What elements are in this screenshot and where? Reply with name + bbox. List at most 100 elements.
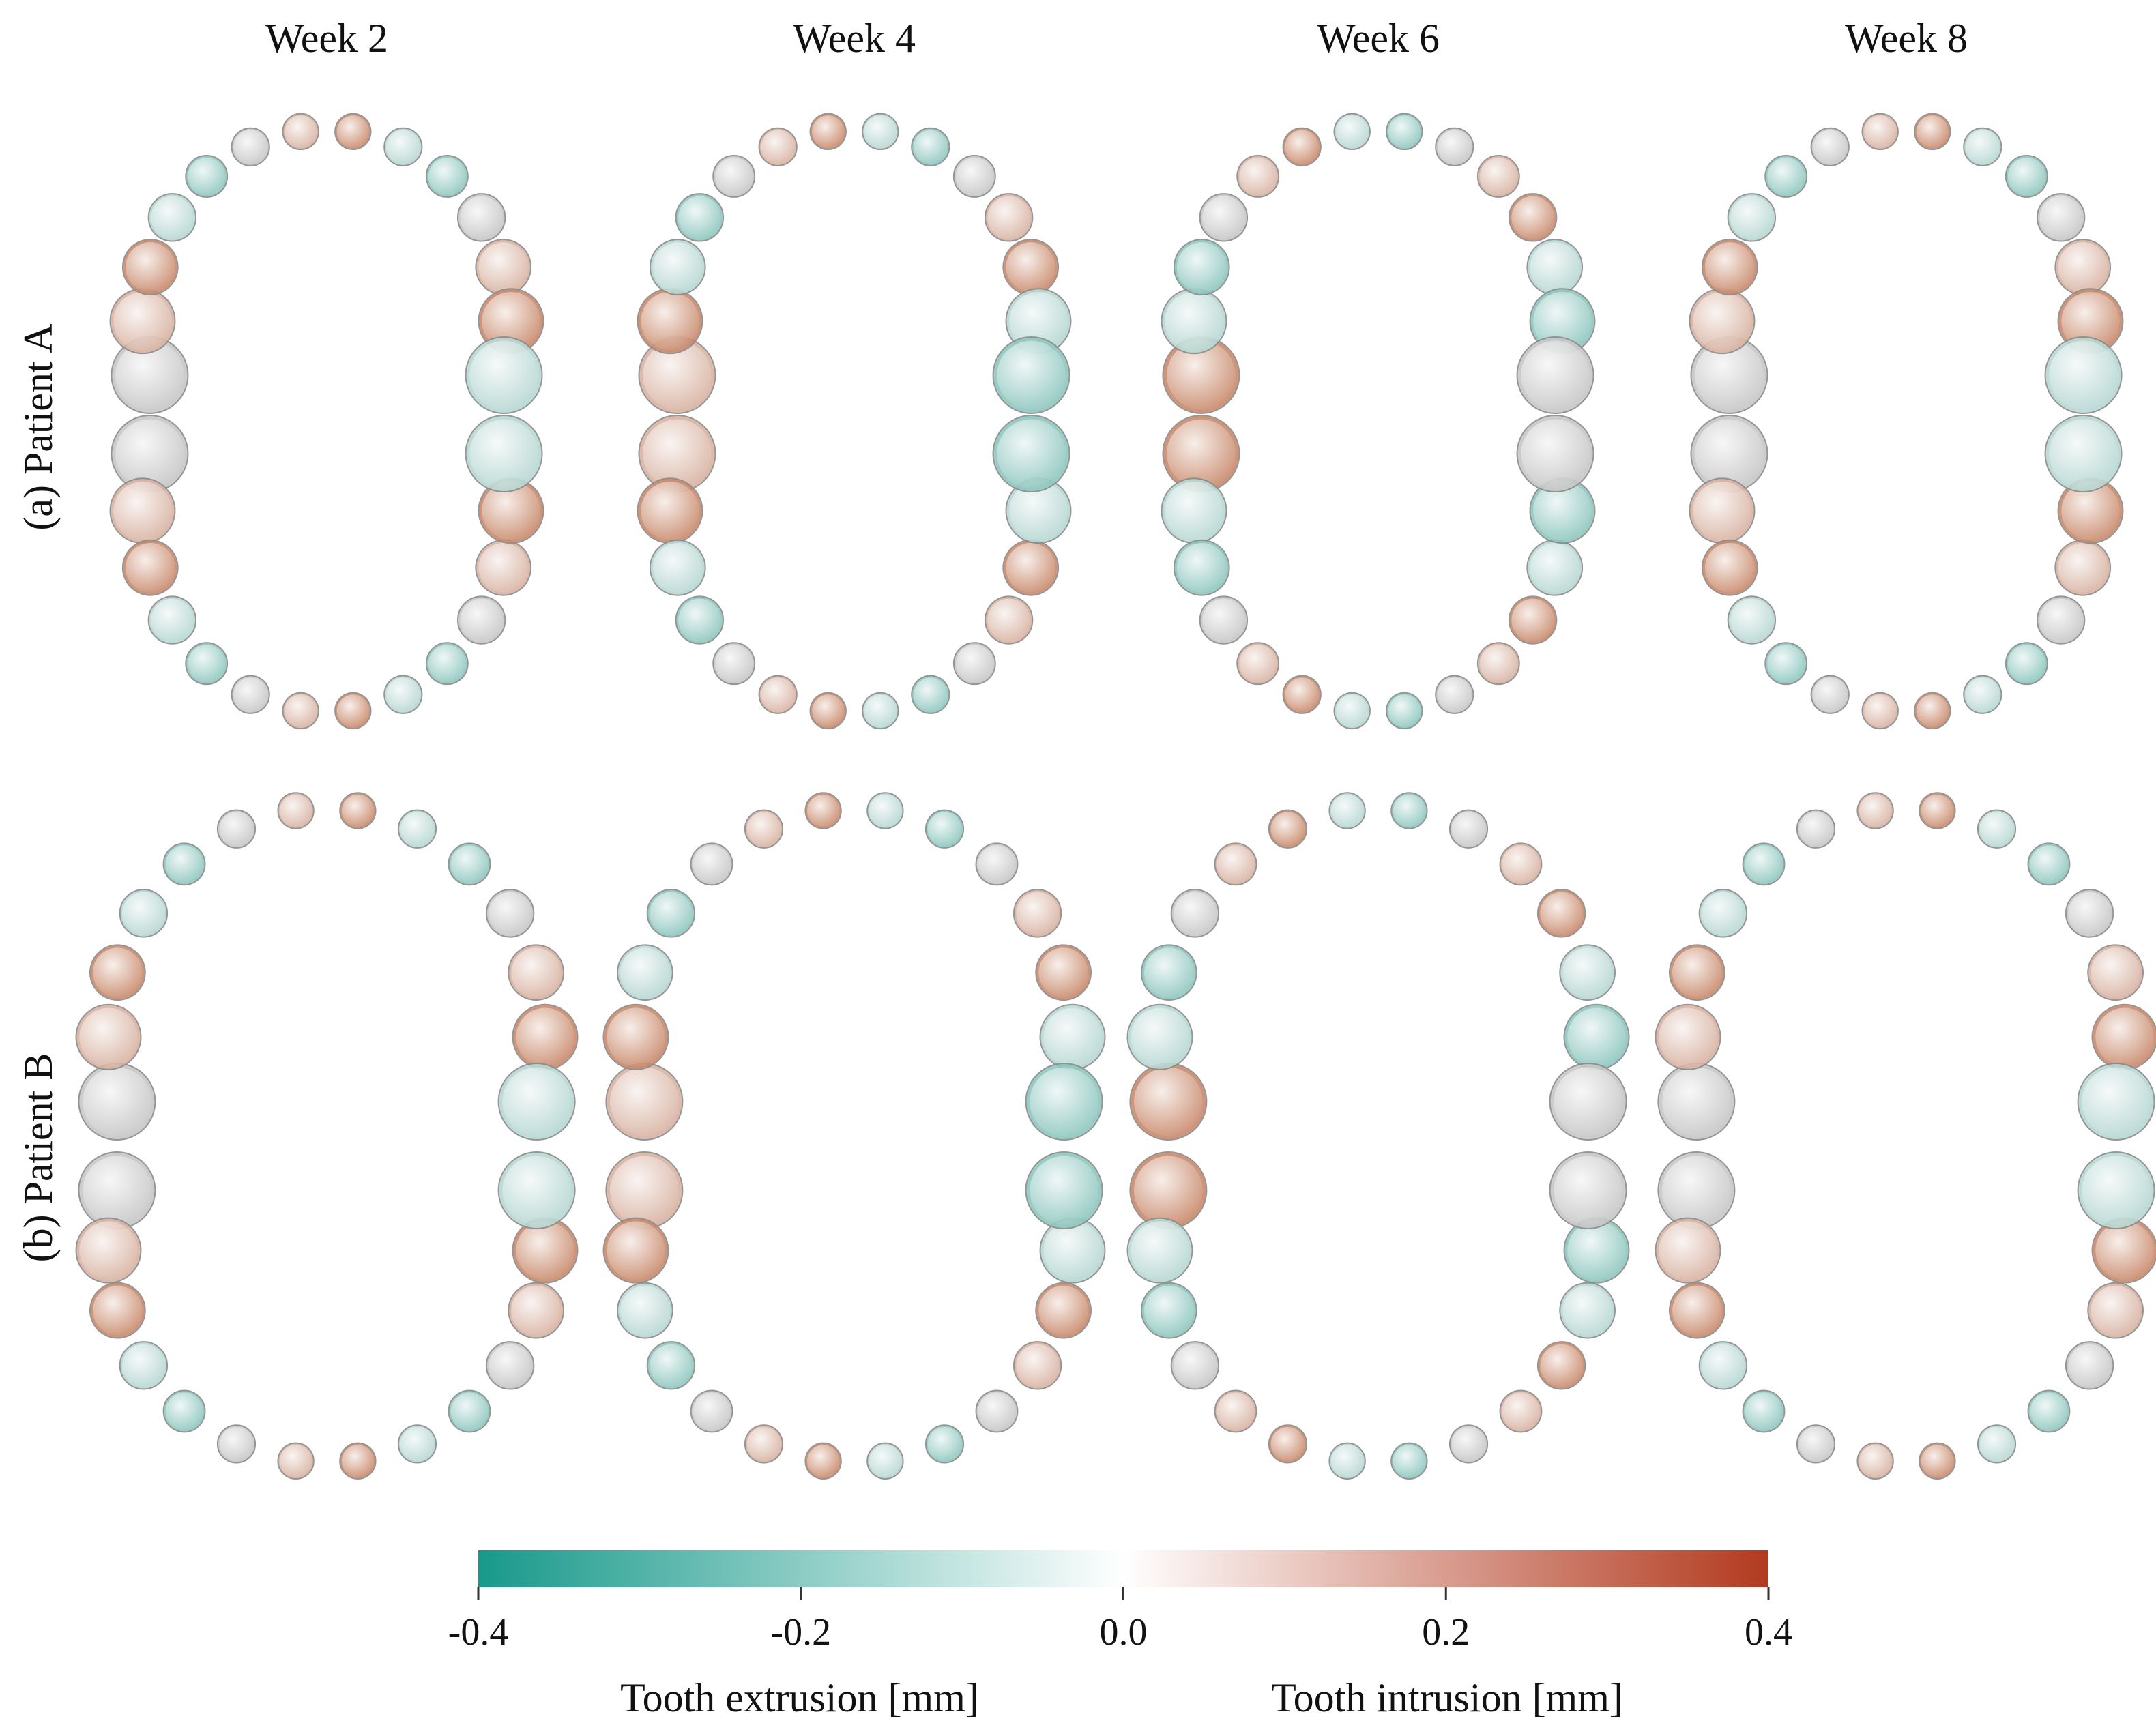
tooth-highlight — [609, 1067, 679, 1136]
tooth-highlight — [812, 115, 845, 148]
tooth-highlight — [285, 694, 317, 727]
tooth-highlight — [1979, 1427, 2014, 1461]
tooth-highlight — [2039, 196, 2082, 239]
tooth-highlight — [1331, 1445, 1364, 1477]
tooth-highlight — [450, 1392, 489, 1430]
tooth-highlight — [1864, 694, 1897, 727]
tooth-highlight — [1285, 130, 1320, 164]
tooth-highlight — [955, 645, 993, 683]
tooth-highlight — [1165, 291, 1223, 351]
tooth-highlight — [1704, 242, 1755, 292]
tooth-highlight — [1144, 1285, 1194, 1336]
tooth-highlight — [400, 1427, 435, 1461]
tooth-highlight — [652, 242, 703, 292]
tooth-highlight — [1393, 794, 1425, 827]
tooth-highlight — [79, 1221, 138, 1280]
tooth-highlight — [482, 481, 540, 540]
dental-arch — [637, 415, 1072, 730]
tooth-highlight — [927, 1427, 962, 1461]
tooth-highlight — [641, 481, 699, 540]
tooth-highlight — [1562, 1285, 1612, 1336]
tooth-highlight — [82, 1156, 151, 1225]
colorbar: -0.4 -0.2 0.0 0.2 0.4 Tooth extrusion [mm] Too… — [448, 1550, 1792, 1720]
tooth-highlight — [188, 158, 226, 195]
tick-label: 0.2 — [1422, 1611, 1470, 1653]
tooth-highlight — [2049, 419, 2118, 488]
dental-arch — [602, 1151, 1106, 1480]
tooth-highlight — [1437, 677, 1472, 712]
tooth-highlight — [489, 1344, 531, 1387]
tooth-highlight — [516, 1007, 574, 1067]
tooth-highlight — [1336, 115, 1369, 148]
tooth-highlight — [1965, 677, 2000, 712]
tooth-highlight — [1562, 947, 1612, 998]
dental-arch — [1655, 792, 2156, 1141]
tooth-highlight — [1567, 1221, 1626, 1280]
tooth-highlight — [2030, 845, 2068, 883]
column-header: Week 6 — [1317, 16, 1440, 61]
tooth-highlight — [1133, 1156, 1203, 1225]
tooth-highlight — [812, 694, 845, 727]
tooth-highlight — [678, 598, 721, 642]
tooth-highlight — [1502, 1392, 1540, 1430]
tooth-highlight — [1659, 1007, 1717, 1067]
tooth-highlight — [1038, 1285, 1088, 1336]
tooth-highlight — [188, 645, 226, 683]
tooth-highlight — [1511, 196, 1554, 239]
tooth-highlight — [2068, 892, 2111, 935]
tooth-highlight — [450, 845, 489, 883]
tooth-highlight — [607, 1221, 665, 1280]
tooth-highlight — [1916, 115, 1949, 148]
tooth-highlight — [79, 1007, 138, 1067]
tooth-highlight — [1745, 845, 1783, 883]
dental-arch — [1161, 113, 1596, 414]
dental-arch — [637, 113, 1072, 414]
tooth-highlight — [913, 130, 948, 164]
tooth-highlight — [1659, 1221, 1717, 1280]
tooth-highlight — [113, 291, 172, 351]
tooth-highlight — [1174, 892, 1217, 935]
tooth-highlight — [1336, 694, 1369, 727]
dental-arch — [75, 1151, 579, 1480]
dental-arch — [1655, 1151, 2156, 1480]
tooth-highlight — [1388, 694, 1421, 727]
tooth-highlight — [1540, 1344, 1583, 1387]
tooth-highlight — [678, 196, 721, 239]
tooth-highlight — [1859, 1445, 1892, 1477]
tooth-highlight — [1767, 645, 1805, 683]
tooth-highlight — [807, 1445, 840, 1477]
tooth-highlight — [641, 291, 699, 351]
tooth-highlight — [2082, 1156, 2151, 1225]
dental-arch — [109, 113, 544, 414]
column-header: Week 2 — [265, 16, 388, 61]
tooth-highlight — [125, 542, 175, 593]
tooth-highlight — [482, 291, 540, 351]
tooth-highlight — [987, 598, 1030, 642]
tooth-highlight — [1043, 1221, 1102, 1280]
tooth-highlight — [1702, 892, 1745, 935]
tooth-highlight — [927, 812, 962, 847]
tooth-highlight — [1813, 130, 1848, 164]
tooth-highlight — [1144, 947, 1194, 998]
tooth-highlight — [1016, 892, 1059, 935]
tooth-highlight — [469, 419, 538, 488]
tooth-highlight — [1521, 419, 1590, 488]
tooth-highlight — [1530, 242, 1580, 292]
tooth-highlight — [869, 794, 901, 827]
tooth-highlight — [511, 1285, 561, 1336]
tooth-highlight — [113, 481, 172, 540]
tooth-highlight — [93, 1285, 143, 1336]
tooth-highlight — [1131, 1007, 1189, 1067]
tooth-highlight — [1661, 1067, 1731, 1136]
tooth-highlight — [428, 158, 466, 195]
tooth-highlight — [93, 947, 143, 998]
tooth-highlight — [122, 1344, 165, 1387]
tooth-highlight — [978, 845, 1016, 883]
tooth-highlight — [1016, 1344, 1059, 1387]
tooth-highlight — [1745, 1392, 1783, 1430]
tooth-highlight — [1704, 542, 1755, 593]
dental-arch — [1161, 415, 1596, 730]
tooth-highlight — [1693, 481, 1751, 540]
tooth-highlight — [233, 130, 268, 164]
tooth-highlight — [341, 794, 374, 827]
